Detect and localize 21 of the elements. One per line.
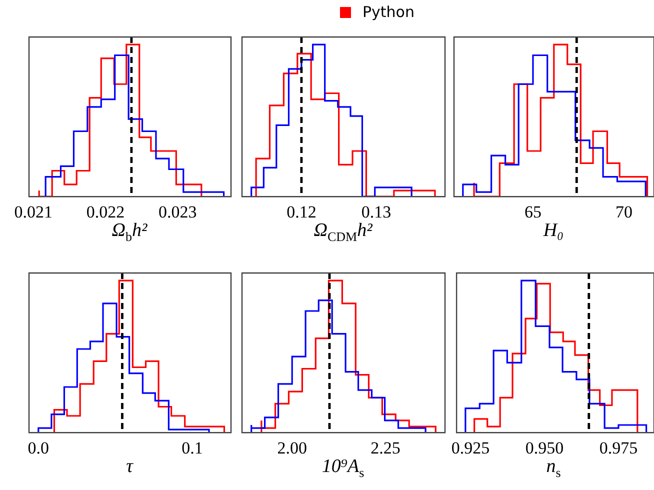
x-tick-label: 0.1: [182, 438, 203, 458]
x-tick-label: 2.00: [277, 438, 307, 458]
x-tick-label: 0.950: [525, 438, 564, 458]
x-axis-title: τ: [126, 456, 133, 478]
x-tick-label: 0.023: [158, 202, 197, 222]
x-tick-label: 0.0: [28, 438, 50, 458]
x-axis-title: 10⁹A$_{s}$: [322, 456, 364, 481]
x-tick-label: 0.021: [14, 202, 52, 222]
legend-label: Python: [362, 3, 414, 21]
x-tick-label: 65: [524, 202, 542, 222]
x-tick-label: 70: [615, 202, 632, 222]
x-tick-label: 0.12: [286, 202, 316, 222]
x-axis-title: Ω$_{CDM}$h²: [314, 220, 372, 245]
x-tick-label: 2.25: [370, 438, 400, 458]
x-tick-label: 0.925: [451, 438, 490, 458]
x-tick-label: 0.13: [361, 202, 392, 222]
x-tick-label: 0.975: [599, 438, 638, 458]
x-axis-title: H₀: [543, 220, 564, 242]
x-axis-title: n$_{s}$: [546, 456, 561, 481]
x-tick-label: 0.022: [86, 202, 125, 222]
x-axis-title: Ω$_{b}$h²: [112, 220, 148, 245]
